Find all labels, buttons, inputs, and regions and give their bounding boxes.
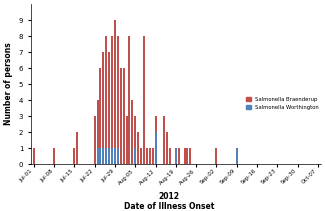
Bar (175, 148, 177, 164)
Y-axis label: Number of persons: Number of persons (4, 43, 13, 126)
Bar (108, 52, 110, 164)
Bar (149, 148, 151, 164)
Text: 2012: 2012 (159, 192, 179, 201)
Bar (236, 148, 238, 164)
Bar (125, 116, 128, 164)
Bar (114, 20, 116, 164)
Bar (143, 36, 145, 164)
Bar (152, 148, 154, 164)
Bar (97, 148, 98, 164)
Bar (99, 68, 101, 164)
Bar (187, 148, 188, 164)
Bar (114, 148, 116, 164)
Bar (108, 148, 110, 164)
Bar (128, 36, 130, 164)
Bar (154, 116, 157, 164)
Bar (97, 100, 98, 164)
Bar (53, 148, 55, 164)
Text: Date of Illness Onset: Date of Illness Onset (124, 202, 214, 211)
Bar (111, 36, 113, 164)
Bar (94, 116, 96, 164)
Bar (76, 132, 78, 164)
Bar (134, 116, 136, 164)
Bar (140, 148, 142, 164)
Bar (105, 36, 107, 164)
Legend: Salmonella Braenderup, Salmonella Worthington: Salmonella Braenderup, Salmonella Worthi… (244, 95, 321, 112)
Bar (184, 148, 186, 164)
Bar (111, 148, 113, 164)
Bar (175, 148, 177, 164)
Bar (73, 148, 75, 164)
Bar (131, 100, 133, 164)
Bar (120, 68, 122, 164)
Bar (123, 68, 125, 164)
Bar (163, 116, 165, 164)
Bar (154, 132, 157, 164)
Bar (99, 148, 101, 164)
Bar (215, 148, 217, 164)
Bar (105, 148, 107, 164)
Bar (33, 148, 35, 164)
Bar (102, 148, 104, 164)
Bar (134, 148, 136, 164)
Bar (146, 148, 148, 164)
Bar (189, 148, 191, 164)
Bar (117, 148, 119, 164)
Bar (102, 52, 104, 164)
Bar (178, 148, 180, 164)
Bar (117, 36, 119, 164)
Bar (166, 132, 168, 164)
Bar (169, 148, 171, 164)
Bar (137, 132, 139, 164)
